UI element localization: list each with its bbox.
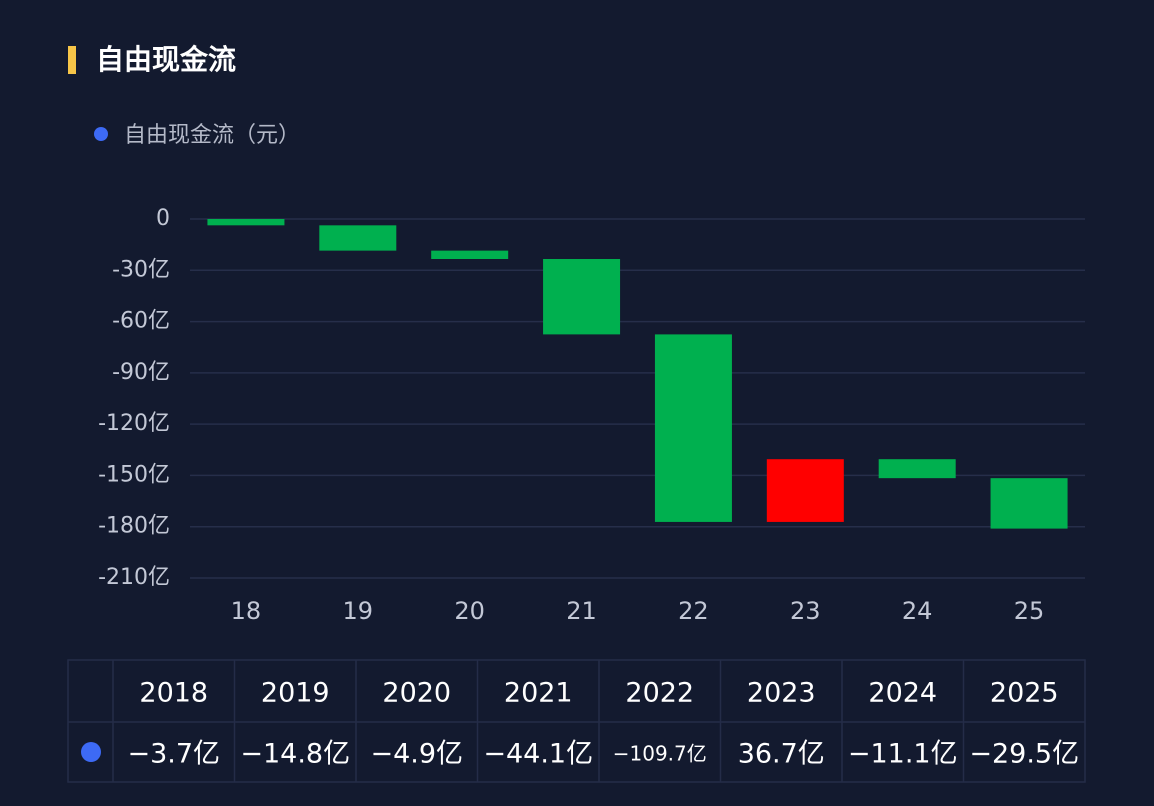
bar — [766, 459, 844, 522]
bar — [878, 459, 956, 479]
x-tick-label: 24 — [902, 597, 933, 625]
y-tick-label: -210亿 — [98, 565, 170, 590]
x-tick-label: 25 — [1014, 597, 1045, 625]
table-header: 2018 — [139, 678, 208, 709]
bar — [319, 225, 397, 251]
table-header: 2025 — [990, 678, 1059, 709]
table-value: −14.8亿 — [240, 739, 350, 770]
table-frame — [67, 659, 1086, 783]
y-tick-label: 0 — [156, 206, 170, 231]
table-header: 2021 — [504, 678, 573, 709]
table-value: −11.1亿 — [848, 739, 958, 770]
y-tick-label: -60亿 — [112, 309, 170, 334]
x-tick-label: 18 — [231, 597, 262, 625]
y-tick-label: -180亿 — [98, 514, 170, 539]
table-value: −29.5亿 — [969, 739, 1079, 770]
table-value: −3.7亿 — [127, 739, 220, 770]
table-series-marker — [81, 742, 101, 762]
y-tick-label: -90亿 — [112, 360, 170, 385]
table-value: −44.1亿 — [483, 739, 593, 770]
bar — [990, 478, 1068, 529]
x-tick-label: 22 — [678, 597, 709, 625]
table-header: 2023 — [747, 678, 816, 709]
x-tick-label: 19 — [343, 597, 374, 625]
x-tick-label: 23 — [790, 597, 821, 625]
table-header: 2020 — [382, 678, 451, 709]
bar — [654, 334, 732, 522]
table-header: 2022 — [625, 678, 694, 709]
table-value: −109.7亿 — [613, 742, 707, 766]
y-tick-label: -150亿 — [98, 462, 170, 487]
x-tick-label: 21 — [566, 597, 597, 625]
legend-marker — [94, 127, 108, 141]
bar — [543, 259, 621, 335]
title-accent — [68, 46, 76, 74]
bar — [431, 250, 509, 260]
table-header: 2024 — [868, 678, 937, 709]
legend-label: 自由现金流（元） — [124, 123, 300, 148]
y-tick-label: -120亿 — [98, 411, 170, 436]
y-tick-label: -30亿 — [112, 257, 170, 282]
table-value: −4.9亿 — [370, 739, 463, 770]
chart-title: 自由现金流 — [96, 43, 236, 76]
table-value: 36.7亿 — [738, 739, 825, 770]
bar — [207, 219, 285, 226]
x-tick-label: 20 — [454, 597, 485, 625]
table-header: 2019 — [261, 678, 330, 709]
